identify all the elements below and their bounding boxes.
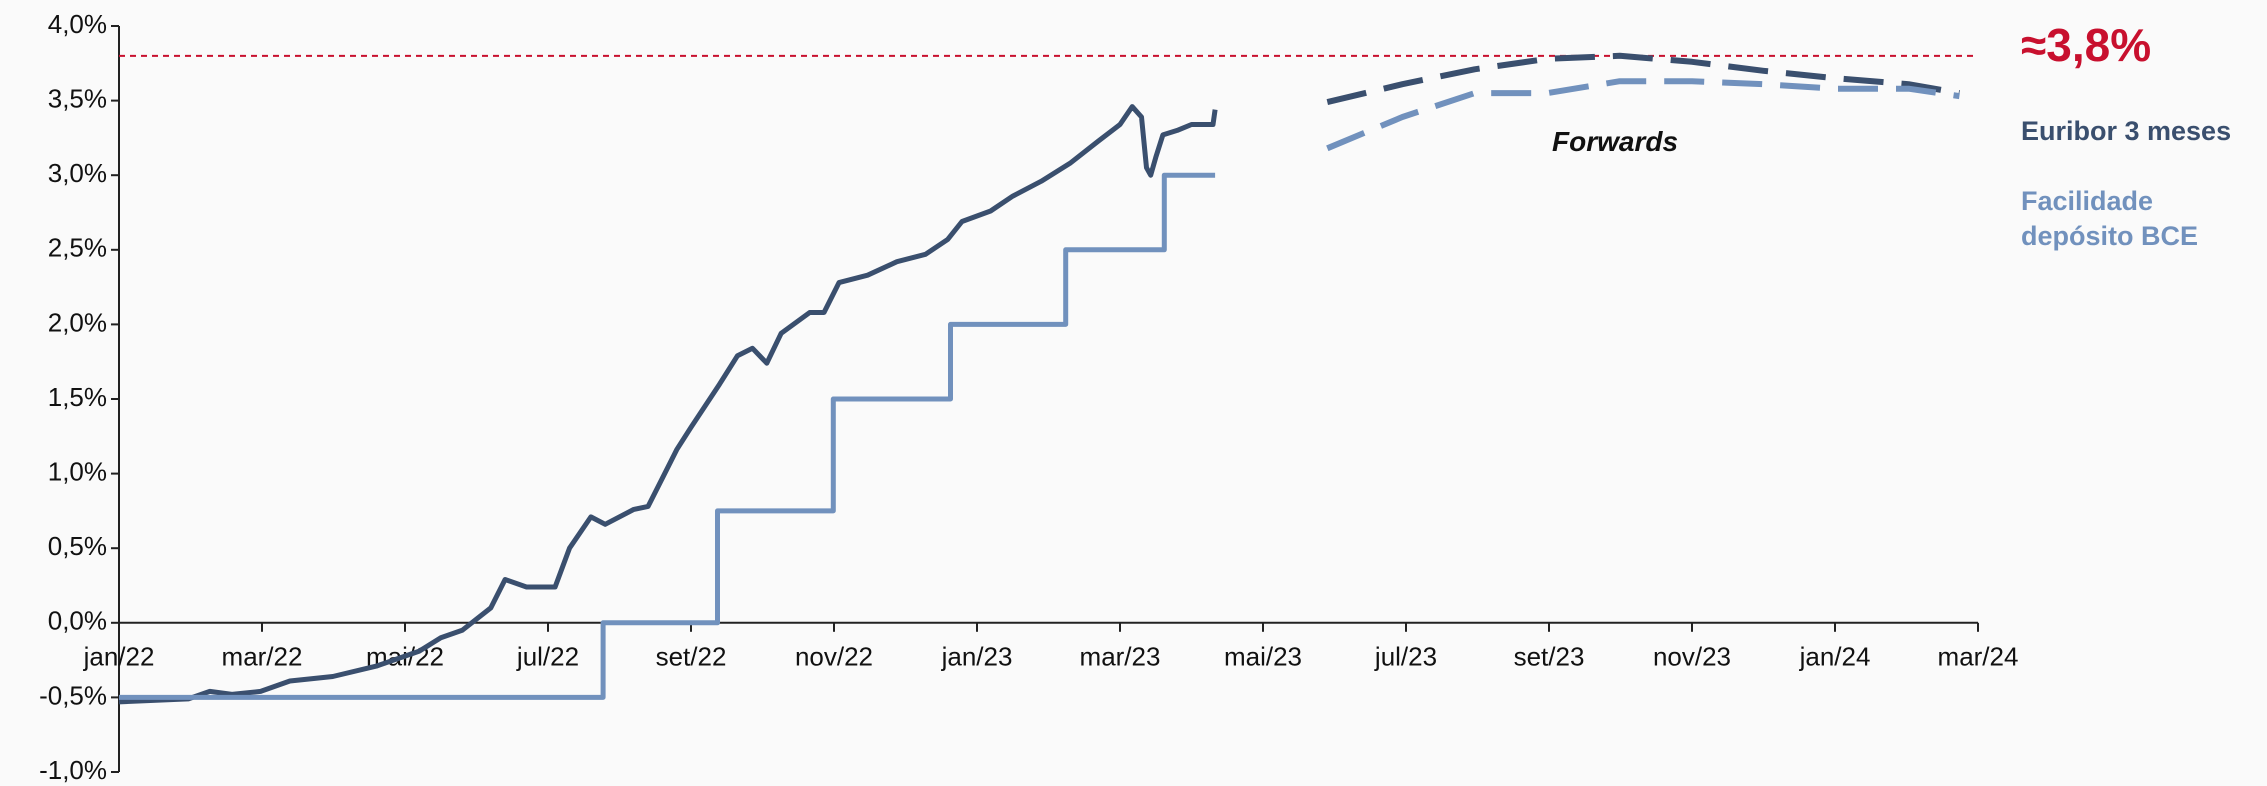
- forward-line: [1326, 52, 1960, 106]
- y-tick-label: -1,0%: [39, 755, 107, 785]
- series-line: [118, 104, 1218, 705]
- x-tick-label: set/22: [656, 642, 727, 672]
- y-tick-label: 0,5%: [48, 531, 107, 561]
- x-tick-label: jan/22: [83, 642, 155, 672]
- y-tick-label: -0,5%: [39, 680, 107, 710]
- y-tick-label: 0,0%: [48, 606, 107, 636]
- x-tick-label: mar/22: [222, 642, 303, 672]
- x-tick-label: nov/22: [795, 642, 873, 672]
- x-tick-label: set/23: [1514, 642, 1585, 672]
- x-tick-label: jul/23: [1374, 642, 1437, 672]
- x-tick-label: mai/23: [1224, 642, 1302, 672]
- forward-line: [1326, 78, 1960, 152]
- y-tick-label: 3,5%: [48, 83, 107, 113]
- x-tick-label: jul/22: [516, 642, 579, 672]
- reference-label: ≈3,8%: [2021, 19, 2152, 71]
- legend-entry: Facilidade depósito BCE: [2021, 186, 2199, 251]
- x-tick-label: jan/23: [941, 642, 1013, 672]
- x-tick-label: nov/23: [1653, 642, 1731, 672]
- x-tick-label: mar/24: [1938, 642, 2019, 672]
- legend-entry: Euribor 3 meses: [2021, 116, 2232, 146]
- annotation: Forwards: [1552, 126, 1679, 157]
- series-line: [119, 172, 1216, 700]
- x-tick-label: mar/23: [1080, 642, 1161, 672]
- y-tick-label: 4,0%: [48, 9, 107, 39]
- y-tick-label: 2,0%: [48, 307, 107, 337]
- y-tick-label: 1,5%: [48, 382, 107, 412]
- x-tick-label: jan/24: [1799, 642, 1871, 672]
- y-tick-label: 3,0%: [48, 158, 107, 188]
- y-tick-label: 1,0%: [48, 456, 107, 486]
- y-tick-label: 2,5%: [48, 233, 107, 263]
